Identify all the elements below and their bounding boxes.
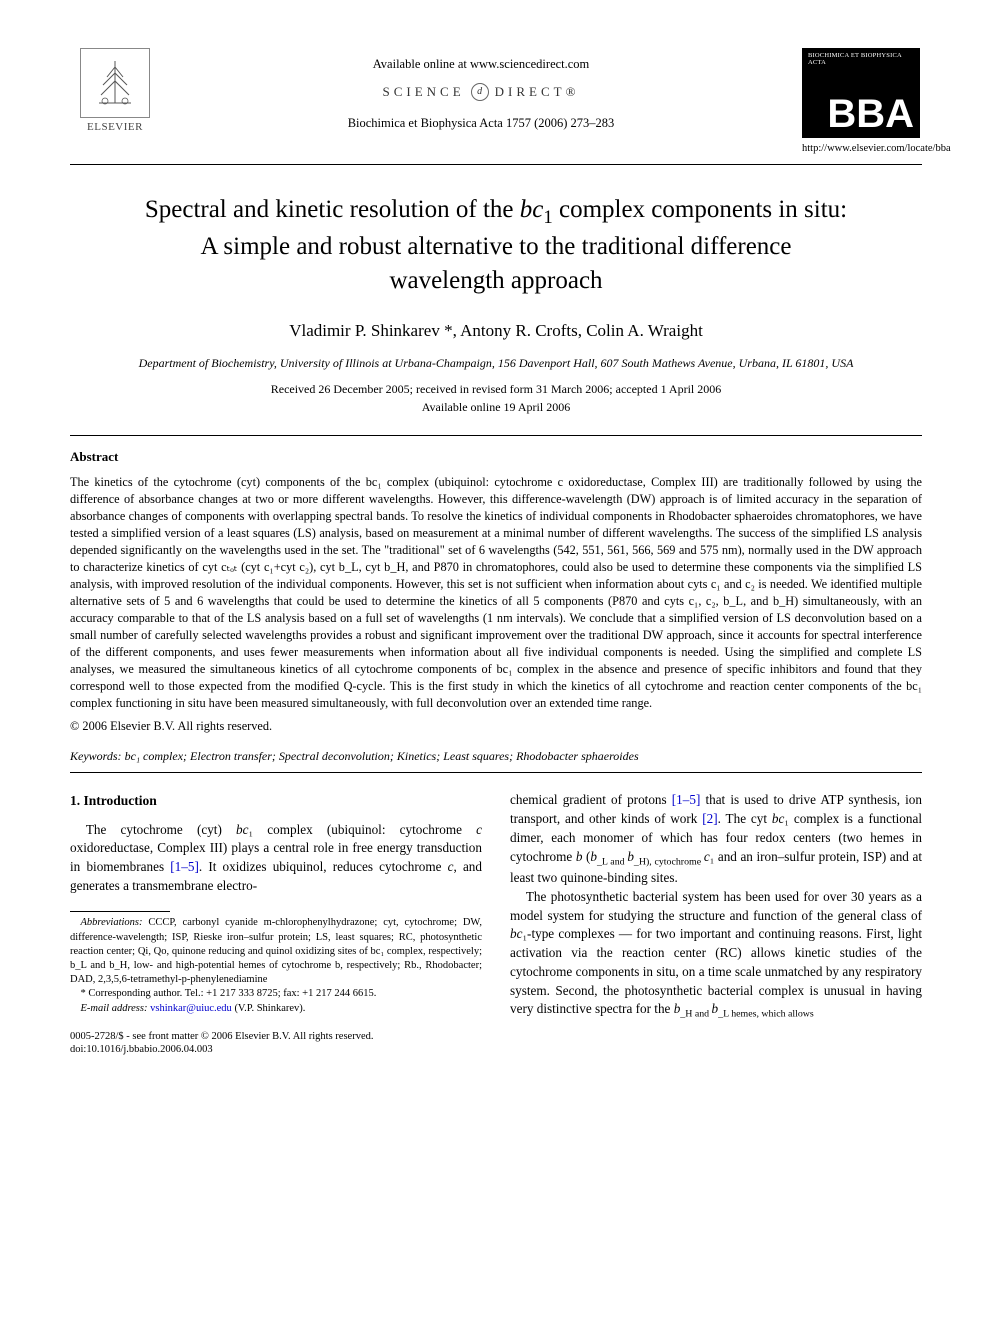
title-part: Spectral and kinetic resolution of the [145, 196, 520, 223]
ref-link[interactable]: [2] [702, 811, 717, 826]
corr-author-footnote: * Corresponding author. Tel.: +1 217 333… [70, 987, 482, 1001]
bba-top-text: BIOCHIMICA ET BIOPHYSICA ACTA [808, 52, 914, 66]
online-date: Available online 19 April 2006 [70, 399, 922, 415]
intro-heading: 1. Introduction [70, 791, 482, 810]
t: bc [772, 811, 784, 826]
abstract-heading: Abstract [70, 448, 922, 466]
sd-word2: DIRECT® [495, 83, 580, 101]
footnote-rule [70, 911, 170, 912]
sd-ring-icon: d [471, 83, 489, 101]
intro-para-1: The cytochrome (cyt) bc₁ complex (ubiqui… [70, 821, 482, 896]
t: c [476, 822, 482, 837]
authors: Vladimir P. Shinkarev *, Antony R. Croft… [70, 320, 922, 343]
bba-big-text: BBA [808, 94, 914, 134]
article-title: Spectral and kinetic resolution of the b… [80, 193, 912, 298]
abstract-top-rule [70, 435, 922, 436]
col2-para-1: chemical gradient of protons [1–5] that … [510, 791, 922, 888]
keywords-label: Keywords: [70, 749, 122, 763]
footnotes: Abbreviations: CCCP, carbonyl cyanide m-… [70, 916, 482, 1015]
email-label: E-mail address: [81, 1003, 148, 1014]
abstract-copyright: © 2006 Elsevier B.V. All rights reserved… [70, 718, 922, 735]
t: _L and [597, 856, 627, 867]
title-em: bc [520, 196, 544, 223]
t: The cytochrome (cyt) [86, 822, 236, 837]
sciencedirect-logo: SCIENCE d DIRECT® [383, 83, 580, 101]
t: . The cyt [718, 811, 772, 826]
keywords-line: Keywords: bc₁ complex; Electron transfer… [70, 748, 922, 764]
abstract-bottom-rule [70, 772, 922, 773]
abbrev-footnote: Abbreviations: CCCP, carbonyl cyanide m-… [70, 916, 482, 987]
t: ₁ complex (ubiquinol: cytochrome [249, 822, 477, 837]
t: _H and [680, 1009, 711, 1020]
elsevier-label: ELSEVIER [87, 120, 143, 135]
title-sub: 1 [543, 207, 552, 228]
footer-copyright: 0005-2728/$ - see front matter © 2006 El… [70, 1030, 482, 1057]
title-part: complex components in situ: [553, 196, 847, 223]
affiliation: Department of Biochemistry, University o… [90, 355, 902, 371]
elsevier-logo-block: ELSEVIER [70, 48, 160, 135]
center-header: Available online at www.sciencedirect.co… [160, 48, 802, 132]
sd-word1: SCIENCE [383, 83, 465, 101]
t: . It oxidizes ubiquinol, reduces cytochr… [199, 859, 448, 874]
available-online: Available online at www.sciencedirect.co… [160, 56, 802, 73]
t: b [627, 849, 634, 864]
title-part: A simple and robust alternative to the t… [200, 233, 791, 260]
t: b [590, 849, 597, 864]
t: _L hemes, which allows [718, 1009, 814, 1020]
email-footnote: E-mail address: vshinkar@uiuc.edu (V.P. … [70, 1002, 482, 1016]
page-header: ELSEVIER Available online at www.science… [70, 48, 922, 156]
bba-block: BIOCHIMICA ET BIOPHYSICA ACTA BBA http:/… [802, 48, 922, 156]
bba-logo: BIOCHIMICA ET BIOPHYSICA ACTA BBA [802, 48, 920, 138]
abstract-body: The kinetics of the cytochrome (cyt) com… [70, 474, 922, 712]
bba-link: http://www.elsevier.com/locate/bba [802, 142, 922, 156]
ref-link[interactable]: [1–5] [672, 792, 701, 807]
citation-line: Biochimica et Biophysica Acta 1757 (2006… [160, 115, 802, 132]
elsevier-tree-icon [80, 48, 150, 118]
body-columns: 1. Introduction The cytochrome (cyt) bc₁… [70, 791, 922, 1057]
email-link[interactable]: vshinkar@uiuc.edu [147, 1003, 231, 1014]
t: chemical gradient of protons [510, 792, 672, 807]
t: bc [236, 822, 248, 837]
ref-link[interactable]: [1–5] [170, 859, 199, 874]
received-dates: Received 26 December 2005; received in r… [70, 381, 922, 397]
abbrev-label: Abbreviations: [81, 917, 143, 928]
t: _H), cytochrome [634, 856, 704, 867]
footer-line-1: 0005-2728/$ - see front matter © 2006 El… [70, 1030, 482, 1044]
email-tail: (V.P. Shinkarev). [232, 1003, 306, 1014]
header-rule [70, 164, 922, 165]
t: bc [510, 926, 522, 941]
t: The photosynthetic bacterial system has … [510, 889, 922, 923]
keywords-values: bc₁ complex; Electron transfer; Spectral… [122, 749, 639, 763]
title-part: wavelength approach [389, 267, 602, 294]
footer-line-2: doi:10.1016/j.bbabio.2006.04.003 [70, 1043, 482, 1057]
col2-para-2: The photosynthetic bacterial system has … [510, 888, 922, 1022]
